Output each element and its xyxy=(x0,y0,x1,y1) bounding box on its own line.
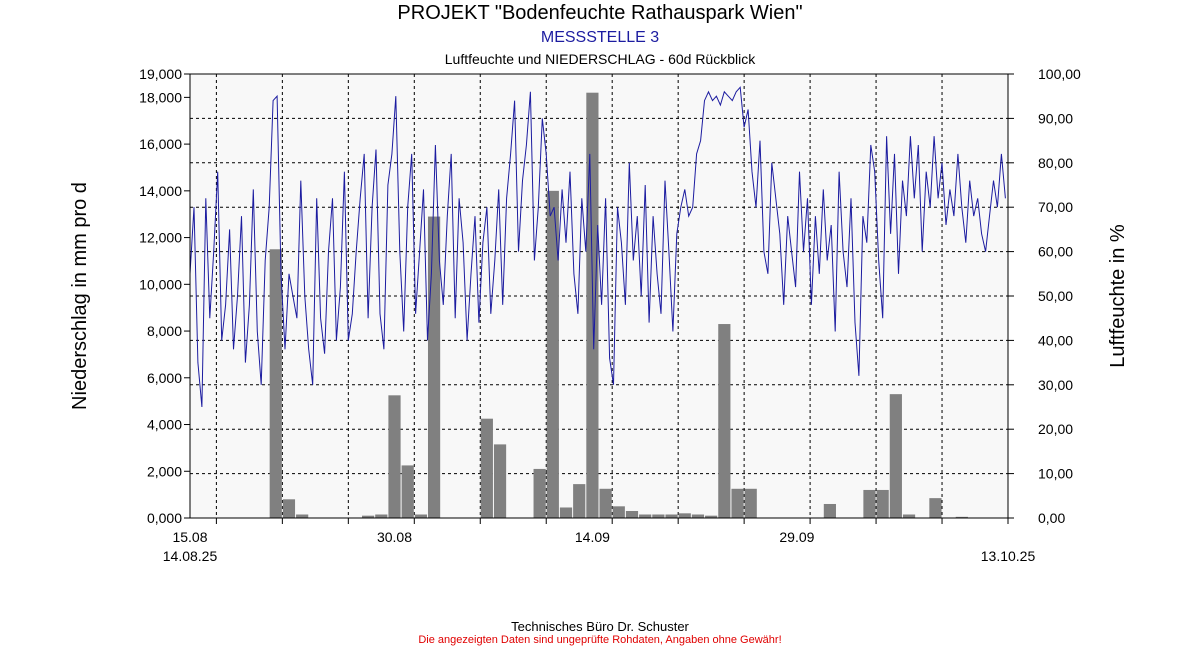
chart-subtitle: MESSSTELLE 3 xyxy=(540,29,660,46)
axes: 0,000 2,000 4,000 6,000 8,000 10,000 12,000 14,… xyxy=(139,66,1081,564)
precipitation-bar xyxy=(731,488,744,518)
chart-description: Luftfeuchte und NIEDERSCHLAG - 60d Rückb… xyxy=(444,51,756,67)
precipitation-bar xyxy=(296,514,309,518)
precipitation-bar xyxy=(902,514,916,518)
y-right-tick-label: 0,00 xyxy=(1038,510,1065,526)
precipitation-bar xyxy=(388,395,401,518)
x-tick-label: 15.08 xyxy=(172,529,207,545)
y-left-tick-label: 8,000 xyxy=(147,323,182,339)
precipitation-bar xyxy=(269,249,282,518)
y-right-tick-label: 70,00 xyxy=(1038,199,1073,215)
precipitation-bar xyxy=(493,444,507,518)
precipitation-bar xyxy=(929,498,942,518)
y-right-tick-label: 100,00 xyxy=(1038,66,1081,82)
precipitation-bar xyxy=(639,514,652,518)
y-right-tick-label: 60,00 xyxy=(1038,244,1073,260)
precipitation-bar xyxy=(375,514,388,518)
y-right-tick-label: 90,00 xyxy=(1038,110,1073,126)
precipitation-bar xyxy=(718,324,731,518)
precipitation-bar xyxy=(691,514,705,518)
precipitation-bar xyxy=(876,489,889,518)
chart-title: PROJEKT "Bodenfeuchte Rathauspark Wien" xyxy=(397,2,803,24)
precipitation-bar xyxy=(823,503,836,518)
x-tick-label: 14.09 xyxy=(575,529,610,545)
precipitation-bar xyxy=(612,506,625,518)
y-left-tick-label: 4,000 xyxy=(147,417,182,433)
precipitation-bar xyxy=(282,499,296,518)
precipitation-bar xyxy=(414,514,427,518)
precipitation-bar xyxy=(559,507,573,518)
y-right-tick-label: 50,00 xyxy=(1038,288,1073,304)
humidity-line-layer xyxy=(189,86,1006,408)
humidity-line xyxy=(189,86,1006,408)
x-start-date-label: 14.08.25 xyxy=(163,548,218,564)
precipitation-bar xyxy=(863,489,876,518)
precipitation-bar xyxy=(652,514,665,518)
y-left-tick-label: 12,000 xyxy=(139,230,182,246)
x-tick-label: 29.09 xyxy=(779,529,814,545)
y-left-tick-label: 18,000 xyxy=(139,89,182,105)
y-left-tick-label: 0,000 xyxy=(147,510,182,526)
y-left-tick-label: 10,000 xyxy=(139,276,182,292)
precipitation-bar xyxy=(573,484,586,518)
y-left-tick-label: 2,000 xyxy=(147,463,182,479)
precipitation-bars xyxy=(269,92,968,519)
precipitation-bar xyxy=(665,514,678,518)
precipitation-bar xyxy=(889,394,902,518)
y-right-tick-label: 30,00 xyxy=(1038,377,1073,393)
precipitation-bar xyxy=(599,488,612,518)
precipitation-bar xyxy=(362,515,375,518)
y-left-tick-label: 19,000 xyxy=(139,66,182,82)
y-right-tick-label: 10,00 xyxy=(1038,466,1073,482)
precipitation-bar xyxy=(427,216,441,518)
y-right-tick-label: 80,00 xyxy=(1038,155,1073,171)
y-left-tick-label: 6,000 xyxy=(147,370,182,386)
y-right-tick-label: 20,00 xyxy=(1038,421,1073,437)
precipitation-bar xyxy=(955,516,968,518)
y-left-tick-label: 14,000 xyxy=(139,183,182,199)
precipitation-bar xyxy=(625,510,639,518)
x-tick-label: 30.08 xyxy=(377,529,412,545)
x-end-date-label: 13.10.25 xyxy=(981,548,1036,564)
y-axis-right-label: Luftfeuchte in % xyxy=(1107,224,1129,368)
precipitation-bar xyxy=(480,418,493,518)
y-right-tick-label: 40,00 xyxy=(1038,332,1073,348)
precipitation-bar xyxy=(533,468,546,518)
footer-disclaimer: Die angezeigten Daten sind ungeprüfte Ro… xyxy=(418,634,782,646)
footer-company: Technisches Büro Dr. Schuster xyxy=(511,619,689,634)
precipitation-bar xyxy=(678,513,691,518)
y-axis-left-label: Niederschlag in mm pro d xyxy=(69,182,91,410)
precipitation-bar xyxy=(546,190,559,518)
precipitation-bar xyxy=(705,515,718,518)
precipitation-bar xyxy=(744,488,757,518)
precipitation-bar xyxy=(401,465,414,518)
y-left-tick-label: 16,000 xyxy=(139,136,182,152)
